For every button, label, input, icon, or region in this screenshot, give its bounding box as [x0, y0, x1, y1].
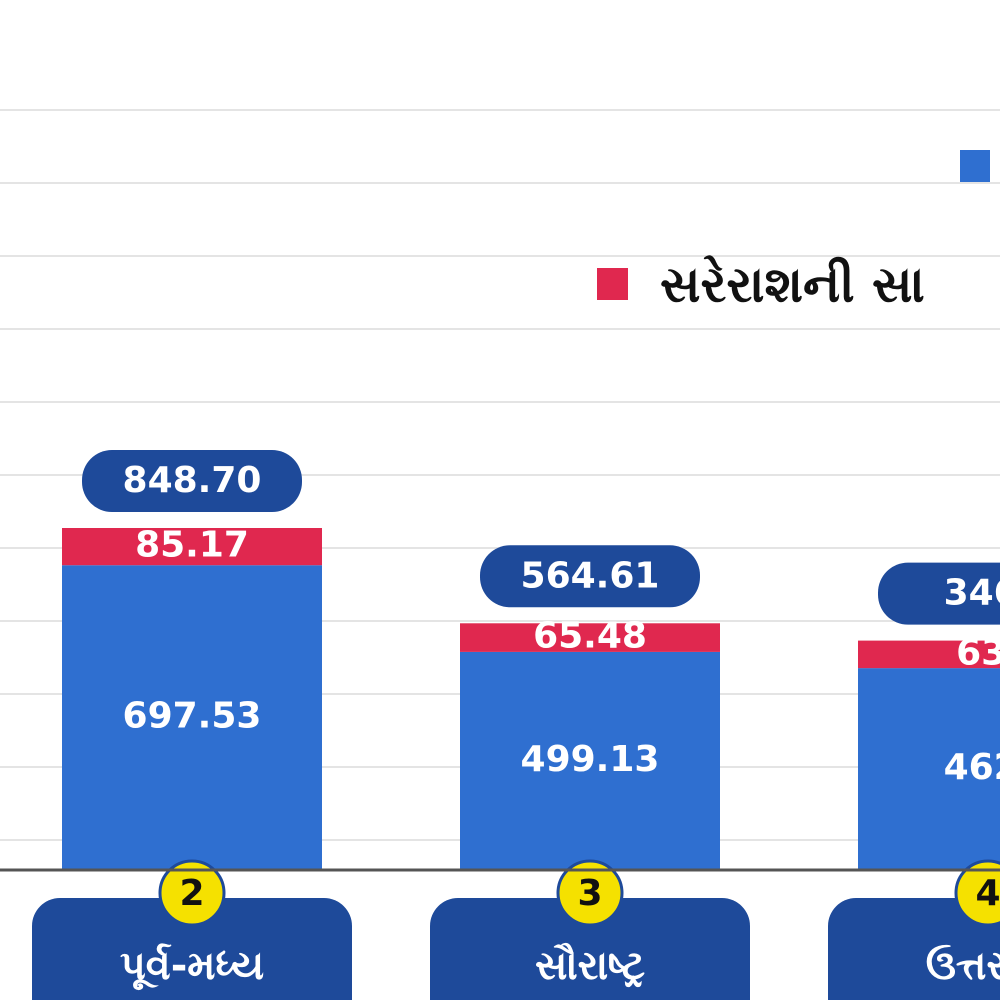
category-box	[430, 898, 750, 1000]
category-label: પૂર્વ-મધ્ય	[120, 943, 264, 991]
total-label: 564.61	[521, 555, 660, 596]
bar-segment	[460, 623, 720, 652]
total-pill	[82, 450, 302, 512]
rank-badge	[954, 859, 1000, 927]
value-label: 499.13	[521, 739, 660, 780]
bar-segment	[858, 668, 1000, 870]
total-pill	[878, 562, 1000, 625]
value-label: 85.17	[135, 525, 249, 566]
rank-label: 2	[179, 873, 204, 914]
value-label: 697.53	[123, 696, 262, 737]
category-label: સૌરાષ્ટ્ર	[535, 941, 645, 989]
value-label: 65.48	[533, 616, 647, 657]
category-label: ઉત્તર ગુ	[926, 943, 1000, 990]
legend-label: સરેરાશની સા	[660, 255, 925, 314]
legend-swatch	[960, 150, 990, 182]
category-box	[828, 898, 1000, 1000]
rank-badge	[556, 859, 624, 927]
bar-segment	[858, 640, 1000, 669]
category-box	[32, 898, 352, 1000]
value-label: 63.	[956, 632, 1000, 673]
total-pill	[480, 545, 700, 608]
bar-segment	[460, 651, 720, 870]
rank-label: 3	[577, 873, 602, 914]
total-label: 346.	[944, 573, 1000, 614]
bar-segment	[62, 528, 322, 566]
rank-label: 4	[975, 873, 1000, 914]
total-label: 848.70	[123, 460, 262, 501]
legend-swatch	[597, 268, 628, 300]
bar-segment	[62, 565, 322, 870]
value-label: 462.	[944, 747, 1000, 788]
rank-badge	[158, 859, 226, 927]
